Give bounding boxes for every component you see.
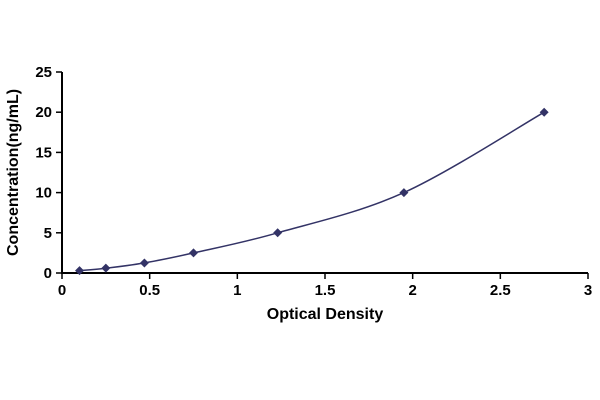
curve-line [79,111,545,272]
x-tick-label: 0.5 [139,282,160,299]
y-tick-label: 15 [35,144,52,161]
data-point-marker [139,258,149,268]
x-axis-label: Optical Density [266,306,384,323]
x-tick-label: 1 [233,282,241,299]
data-point-marker [399,188,409,198]
x-tick-label: 2 [408,282,416,299]
x-tick-label: 0 [58,282,66,299]
data-point-marker [189,248,198,258]
data-point-marker [273,228,283,238]
y-tick-label: 5 [44,225,52,242]
x-tick-label: 2.5 [490,282,511,299]
y-axis-label: Concentration(ng/mL) [5,88,22,257]
x-tick-label: 1.5 [315,282,336,299]
y-tick-label: 0 [44,265,52,282]
y-tick-label: 20 [35,104,52,121]
x-tick-label: 3 [584,282,592,299]
data-point-marker [101,263,111,273]
y-tick-label: 25 [35,64,52,81]
data-point-marker [539,107,549,117]
data-point-marker [75,266,85,276]
y-tick-label: 10 [35,185,52,202]
